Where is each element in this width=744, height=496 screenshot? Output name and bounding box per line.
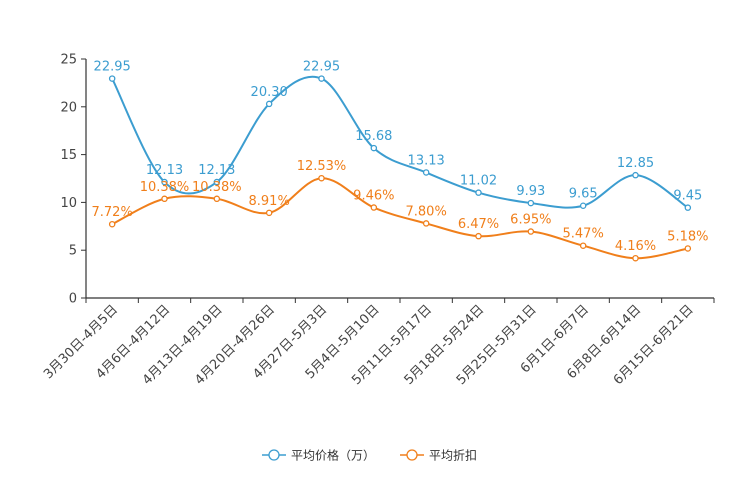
series-0-data-label: 12.13 [146, 163, 183, 178]
series-1-data-label: 7.72% [92, 205, 133, 220]
series-0-point[interactable] [527, 199, 535, 207]
series-1-data-label: 5.18% [667, 229, 708, 244]
series-0-point[interactable] [579, 202, 587, 209]
series-0-point[interactable] [475, 189, 482, 196]
y-tick-label: 5 [69, 244, 77, 259]
series-0-point[interactable] [684, 204, 692, 211]
series-0-point[interactable] [265, 100, 273, 108]
series-0-point[interactable] [318, 75, 325, 82]
y-tick-label: 15 [60, 148, 77, 163]
series-1-data-label: 12.53% [297, 159, 347, 174]
series-1-data-label: 5.47% [563, 227, 604, 242]
series-0-point[interactable] [161, 178, 168, 186]
series-line-0 [111, 75, 689, 209]
series-0-data-label: 9.45 [673, 189, 702, 204]
series-0-point[interactable] [213, 178, 221, 186]
series-1-point[interactable] [422, 220, 430, 227]
legend-label: 平均折扣 [429, 448, 477, 463]
series-1-point[interactable] [161, 195, 168, 203]
legend-marker-icon [406, 449, 418, 461]
series-1-data-label: 10.38% [192, 180, 242, 195]
series-0-point[interactable] [422, 169, 430, 176]
series-0-data-label: 11.02 [460, 174, 497, 189]
series-1-point[interactable] [475, 232, 482, 240]
series-1-point[interactable] [265, 209, 273, 217]
series-1-point[interactable] [579, 242, 587, 249]
series-1-point[interactable] [370, 204, 378, 211]
series-1-data-label: 8.91% [249, 194, 290, 209]
series-0-data-label: 22.95 [94, 60, 131, 75]
chart-axes: 05101520253月30日-4月5日4月6日-4月12日4月13日-4月19… [41, 53, 715, 388]
series-0-data-label: 12.13 [198, 163, 235, 178]
y-tick-label: 20 [60, 100, 77, 115]
y-tick-label: 10 [60, 196, 77, 211]
series-0-point[interactable] [632, 171, 639, 179]
y-tick-label: 25 [60, 53, 77, 68]
series-1-point[interactable] [632, 254, 639, 262]
series-1-data-label: 4.16% [615, 239, 656, 254]
series-0-data-label: 12.85 [617, 156, 654, 171]
series-0-data-label: 13.13 [408, 153, 445, 168]
series-1-point[interactable] [213, 195, 221, 203]
series-1-data-label: 9.46% [353, 189, 394, 204]
series-0-data-label: 20.30 [251, 85, 288, 100]
series-1-point[interactable] [318, 174, 325, 182]
chart-series [108, 75, 692, 262]
series-1-data-label: 7.80% [406, 204, 447, 219]
legend-label: 平均价格（万） [291, 448, 375, 463]
series-1-point[interactable] [527, 228, 535, 235]
series-0-data-label: 9.65 [569, 187, 598, 202]
series-1-data-label: 6.47% [458, 217, 499, 232]
series-1-data-label: 10.38% [140, 180, 190, 195]
y-tick-label: 0 [69, 292, 77, 307]
series-0-point[interactable] [108, 75, 116, 82]
legend-item-1[interactable]: 平均折扣 [400, 448, 477, 463]
legend-item-0[interactable]: 平均价格（万） [262, 448, 375, 463]
series-1-point[interactable] [684, 245, 692, 252]
series-0-data-label: 9.93 [516, 184, 545, 199]
series-1-point[interactable] [108, 220, 116, 228]
series-0-point[interactable] [370, 144, 378, 152]
chart-data-labels: 22.95 12.13 12.13 20.30 22.95 15.68 13.13 11.02… [92, 60, 709, 255]
series-0-data-label: 15.68 [355, 129, 392, 144]
series-0-data-label: 22.95 [303, 60, 340, 75]
legend-marker-icon [268, 449, 280, 461]
series-1-data-label: 6.95% [510, 213, 551, 228]
chart-legend[interactable]: 平均价格（万） 平均折扣 [262, 448, 477, 463]
